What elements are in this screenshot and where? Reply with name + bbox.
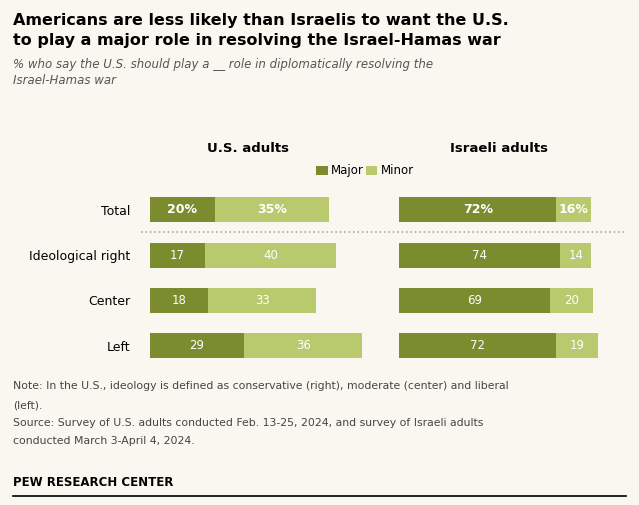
Text: 33: 33 <box>255 294 270 307</box>
Text: 18: 18 <box>172 294 187 307</box>
Bar <box>215 197 329 222</box>
Text: 72%: 72% <box>463 203 493 216</box>
Text: 72: 72 <box>470 339 485 352</box>
Text: 20: 20 <box>564 294 579 307</box>
Bar <box>556 197 591 222</box>
Bar <box>560 242 591 268</box>
Text: 29: 29 <box>190 339 204 352</box>
Bar <box>208 288 316 313</box>
Bar <box>399 242 560 268</box>
Text: PEW RESEARCH CENTER: PEW RESEARCH CENTER <box>13 476 173 489</box>
Bar <box>150 197 215 222</box>
Text: 40: 40 <box>263 248 278 262</box>
Bar <box>245 333 362 359</box>
Text: Minor: Minor <box>381 164 413 177</box>
Text: Major: Major <box>331 164 364 177</box>
Bar <box>399 197 556 222</box>
Bar <box>399 288 550 313</box>
Text: 17: 17 <box>170 248 185 262</box>
Text: conducted March 3-April 4, 2024.: conducted March 3-April 4, 2024. <box>13 436 194 446</box>
Bar <box>556 333 597 359</box>
Text: 74: 74 <box>472 248 488 262</box>
Text: 36: 36 <box>296 339 311 352</box>
Text: U.S. adults: U.S. adults <box>206 142 289 156</box>
Bar <box>150 288 208 313</box>
Bar <box>150 333 245 359</box>
Text: 20%: 20% <box>167 203 197 216</box>
Bar <box>205 242 336 268</box>
Text: Israel-Hamas war: Israel-Hamas war <box>13 74 116 87</box>
Text: 14: 14 <box>568 248 583 262</box>
Text: Source: Survey of U.S. adults conducted Feb. 13-25, 2024, and survey of Israeli : Source: Survey of U.S. adults conducted … <box>13 418 483 428</box>
Text: Israeli adults: Israeli adults <box>450 142 548 156</box>
Text: (left).: (left). <box>13 400 42 411</box>
Bar <box>399 333 556 359</box>
Bar <box>550 288 593 313</box>
Text: Americans are less likely than Israelis to want the U.S.: Americans are less likely than Israelis … <box>13 13 509 28</box>
Text: 16%: 16% <box>558 203 589 216</box>
Bar <box>150 242 205 268</box>
Text: 19: 19 <box>569 339 584 352</box>
Text: to play a major role in resolving the Israel-Hamas war: to play a major role in resolving the Is… <box>13 33 500 48</box>
Text: 69: 69 <box>467 294 482 307</box>
Text: 35%: 35% <box>258 203 287 216</box>
Text: Note: In the U.S., ideology is defined as conservative (right), moderate (center: Note: In the U.S., ideology is defined a… <box>13 381 509 391</box>
Text: % who say the U.S. should play a __ role in diplomatically resolving the: % who say the U.S. should play a __ role… <box>13 58 433 71</box>
